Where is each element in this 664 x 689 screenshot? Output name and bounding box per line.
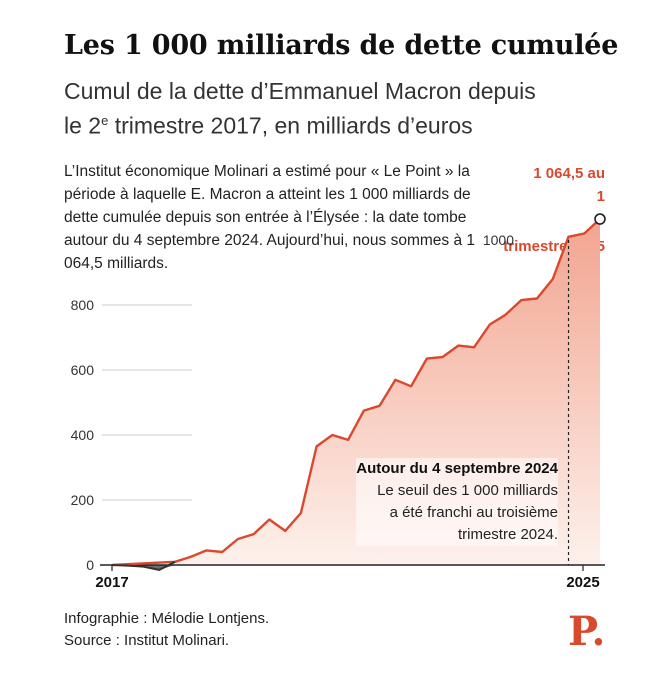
subtitle-superscript: e [101, 113, 109, 128]
x-tick-label: 2017 [95, 574, 128, 591]
le-point-logo: P. [568, 608, 606, 655]
footer: Infographie : Mélodie Lontjens. Source :… [64, 608, 269, 652]
subtitle-line-2: le 2e trimestre 2017, en milliards d’eur… [64, 106, 536, 141]
last-point-marker [594, 213, 606, 225]
subtitle-line-2-start: le 2 [64, 112, 102, 139]
debt-series-line [111, 218, 601, 567]
source-credit: Source : Institut Molinari. [64, 632, 230, 649]
annotation-line-2: a été franchi au troisième [389, 504, 558, 521]
last-value-line-1: 1 064,5 au [533, 165, 605, 182]
y-tick-label: 800 [71, 297, 95, 313]
annotation-line-3: trimestre 2024. [457, 526, 558, 543]
negative-series-line [111, 560, 176, 571]
y-tick-label: 200 [71, 492, 95, 508]
y-tick-label: 1000 [483, 232, 514, 248]
infographic-credit: Infographie : Mélodie Lontjens. [64, 610, 270, 627]
chart-subtitle: Cumul de la dette d’Emmanuel Macron depu… [64, 76, 536, 141]
y-tick-label: 400 [71, 427, 95, 443]
subtitle-line-1: Cumul de la dette d’Emmanuel Macron depu… [64, 78, 536, 104]
y-tick-label: 0 [86, 557, 94, 573]
annotation-line-1: Le seuil des 1 000 milliards [377, 482, 558, 499]
intro-text: L’Institut économique Molinari a estimé … [64, 163, 476, 272]
y-tick-label: 600 [71, 362, 95, 378]
annotation-title: Autour du 4 septembre 2024 [356, 460, 558, 477]
last-value-quarter: 1 [596, 188, 605, 205]
subtitle-line-2-end: trimestre 2017, en milliards d’euros [108, 112, 473, 139]
x-tick-label: 2025 [566, 574, 599, 591]
threshold-annotation: Autour du 4 septembre 2024 Le seuil des … [356, 458, 558, 546]
negative-area-fill [112, 565, 175, 570]
chart-title: Les 1 000 milliards de dette cumulée [64, 30, 619, 61]
